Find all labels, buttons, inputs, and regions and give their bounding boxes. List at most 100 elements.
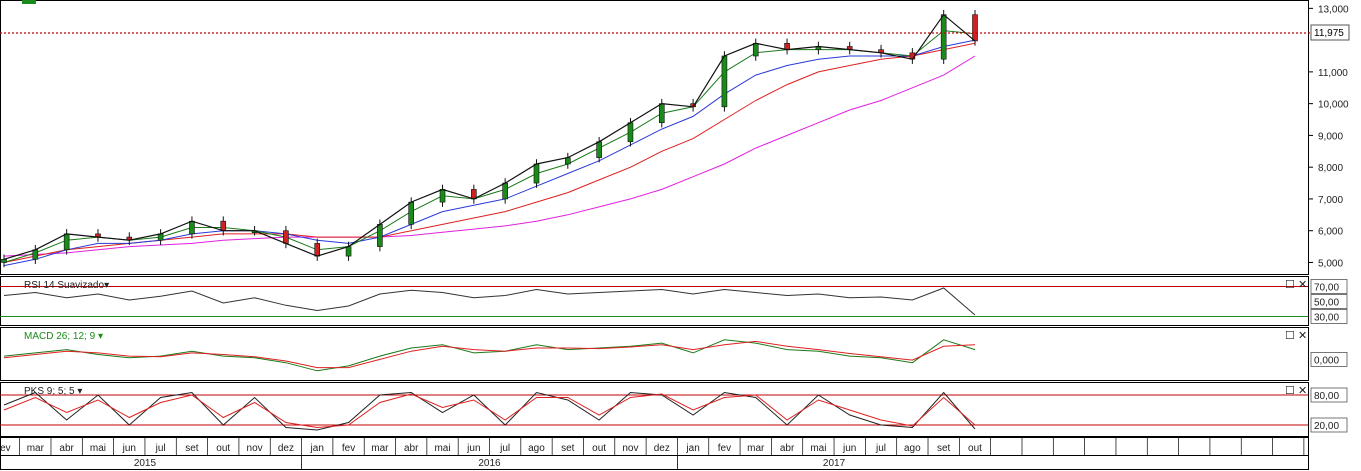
month-label: ago [528, 443, 545, 454]
macd-panel-label[interactable]: MACD 26; 12; 9 ▾ [24, 331, 103, 342]
maximize-macd-icon[interactable]: ☐ [1285, 330, 1295, 342]
month-label: fev [718, 443, 731, 454]
candle [940, 14, 947, 60]
price-tick-label: 10,000 [1318, 100, 1349, 111]
candle [283, 230, 289, 244]
price-tick-label: 9,000 [1318, 131, 1343, 142]
oscillator-line [3, 287, 976, 316]
month-label: jan [685, 443, 699, 454]
month-label: set [561, 443, 575, 454]
pks-label-text: PKS 9; 5; 5 [24, 386, 75, 397]
month-label: out [216, 443, 230, 454]
level-label: 20,00 [1314, 421, 1339, 432]
candle [721, 55, 728, 108]
month-label: jun [466, 443, 480, 454]
level-badge [1310, 387, 1348, 403]
level-badge [1310, 351, 1348, 367]
candle [596, 141, 602, 158]
level-badge [1310, 417, 1348, 433]
rsi-panel-label[interactable]: RSI 14 Suavizado▾ [24, 280, 109, 291]
month-label: jan [310, 443, 324, 454]
month-label: fev [342, 443, 355, 454]
dropdown-arrow-icon[interactable]: ▾ [77, 386, 83, 397]
month-label: mar [747, 443, 765, 454]
level-badge [1310, 279, 1348, 294]
signal-marker-icon[interactable] [22, 0, 36, 4]
month-label: mai [90, 443, 106, 454]
candle [314, 243, 321, 257]
macd-label-text: MACD 26; 12; 9 [24, 331, 96, 342]
ma-mid-line [3, 39, 976, 267]
candle [533, 163, 540, 184]
month-label: mai [810, 443, 826, 454]
month-label: dez [278, 443, 294, 454]
month-label: dez [654, 443, 670, 454]
price-tick-label: 6,000 [1318, 227, 1343, 238]
level-label: 30,00 [1314, 313, 1339, 324]
candle [565, 157, 571, 165]
month-label: jul [875, 443, 886, 454]
month-label: abr [59, 443, 74, 454]
candle [627, 122, 634, 143]
month-label: set [937, 443, 951, 454]
candle [1, 258, 7, 263]
ma-long-line [3, 42, 976, 263]
candle [345, 246, 352, 257]
price-tick-label: 11,000 [1318, 68, 1348, 79]
level-label: 70,00 [1314, 283, 1339, 294]
ma-xlong-line [3, 55, 976, 257]
candle [408, 201, 414, 225]
close-macd-icon[interactable]: ✕ [1298, 330, 1308, 342]
month-label: mar [27, 443, 45, 454]
year-label: 2015 [134, 458, 157, 469]
dropdown-arrow-icon[interactable]: ▾ [97, 331, 103, 342]
month-label: ago [904, 443, 921, 454]
price-tick-label: 8,000 [1318, 163, 1343, 174]
price-tick-label: 13,000 [1318, 4, 1349, 15]
candle [658, 103, 665, 124]
candle [32, 249, 39, 260]
level-label: 80,00 [1314, 391, 1339, 402]
candle [220, 220, 227, 232]
candle [752, 42, 759, 57]
year-label: 2016 [478, 458, 501, 469]
month-label: nov [622, 443, 638, 454]
month-label: jun [122, 443, 136, 454]
time-axis [0, 437, 1309, 470]
month-label: abr [404, 443, 419, 454]
month-label: abr [780, 443, 795, 454]
candle [377, 224, 383, 247]
month-label: out [592, 443, 606, 454]
close-pks-icon[interactable]: ✕ [1298, 385, 1308, 397]
pks-panel [0, 382, 1309, 437]
month-label: set [185, 443, 199, 454]
oscillator-line [3, 339, 976, 372]
last-price-label: 11,975 [1314, 28, 1344, 39]
oscillator-line [3, 391, 976, 431]
maximize-pks-icon[interactable]: ☐ [1285, 385, 1295, 397]
candle [439, 189, 446, 203]
level-label: 50,00 [1314, 298, 1339, 309]
price-tick-label: 5,000 [1318, 258, 1343, 269]
last-price-badge [1310, 24, 1350, 41]
month-label: nov [247, 443, 263, 454]
price-line [3, 13, 976, 260]
candle [502, 182, 508, 200]
maximize-rsi-icon[interactable]: ☐ [1285, 279, 1295, 291]
dropdown-arrow-icon[interactable]: ▾ [104, 280, 110, 291]
year-label: 2017 [823, 458, 846, 469]
level-badge [1310, 309, 1348, 324]
candle [63, 233, 70, 251]
price-panel [0, 0, 1309, 275]
month-label: jun [842, 443, 856, 454]
level-label: 0,000 [1314, 355, 1339, 366]
oscillator-line [3, 340, 976, 369]
ma-short-line [3, 30, 976, 263]
month-label: mai [434, 443, 450, 454]
pks-panel-label[interactable]: PKS 9; 5; 5 ▾ [24, 386, 82, 397]
rsi-label-text: RSI 14 Suavizado [24, 280, 105, 291]
month-label: out [968, 443, 982, 454]
candle [189, 220, 195, 235]
close-rsi-icon[interactable]: ✕ [1298, 279, 1308, 291]
